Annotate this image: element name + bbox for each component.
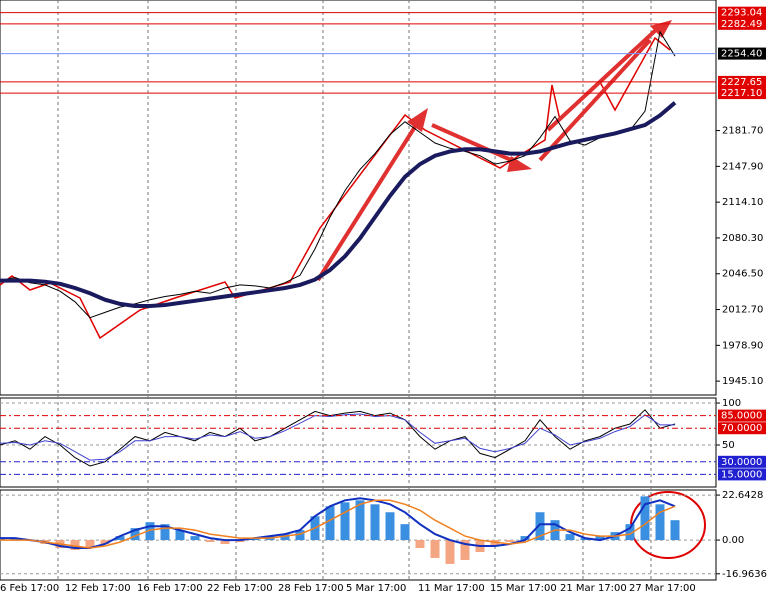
- series-line: [0, 499, 676, 549]
- histogram-bar: [400, 524, 410, 541]
- x-tick-label: 27 Mar 17:00: [629, 583, 696, 594]
- histogram-bar: [295, 530, 305, 541]
- histogram-bar: [595, 536, 605, 541]
- x-tick-label: 28 Feb 17:00: [278, 583, 344, 594]
- histogram-bar: [535, 512, 545, 541]
- arrows: [316, 20, 672, 282]
- level-box: [718, 75, 766, 88]
- histogram-bar: [625, 524, 635, 541]
- histogram-bar: [565, 534, 575, 541]
- histogram-bar: [445, 540, 455, 564]
- histogram-bar: [145, 522, 155, 541]
- histogram-bar: [130, 528, 140, 541]
- histogram-bar: [370, 504, 380, 541]
- oscillator-panel: [0, 397, 717, 488]
- zigzag: [0, 36, 671, 340]
- level-box: [718, 47, 766, 60]
- level-text: 15.0000: [721, 469, 762, 480]
- histogram-bar: [505, 540, 515, 543]
- histogram-bar: [385, 512, 395, 541]
- x-tick-label: 22 Feb 17:00: [207, 583, 273, 594]
- histogram-bar: [640, 496, 650, 541]
- histogram-bar: [340, 502, 350, 541]
- histogram-bar: [490, 540, 500, 547]
- x-tick-label: 12 Feb 17:00: [65, 583, 131, 594]
- series-line: [0, 30, 676, 319]
- level-box: [718, 87, 766, 100]
- y-tick-label: 0.00: [722, 535, 744, 546]
- histogram-bar: [655, 504, 665, 541]
- y-tick-label: 2046.50: [722, 269, 763, 280]
- level-label: 85.0000: [718, 409, 766, 422]
- histogram-bar: [415, 540, 425, 549]
- y-tick-label: 50: [722, 440, 735, 451]
- level-box: [718, 6, 766, 19]
- y-tick-label: 1978.90: [722, 340, 763, 351]
- histogram-bar: [430, 540, 440, 558]
- histogram-bar: [160, 524, 170, 541]
- level-label: 2282.49: [718, 17, 766, 30]
- histogram-bar: [355, 500, 365, 541]
- histogram-bar: [460, 540, 470, 560]
- histogram-bar: [85, 540, 95, 549]
- histogram-bar: [70, 540, 80, 550]
- histogram-bar: [520, 536, 530, 541]
- level-text: 30.0000: [721, 457, 762, 468]
- y-tick-label: 2012.70: [722, 305, 763, 316]
- level-text: 85.0000: [721, 411, 762, 422]
- level-text: 2293.04: [721, 8, 762, 19]
- level-text: 2217.10: [721, 88, 762, 99]
- level-label: 70.0000: [718, 422, 766, 435]
- y-tick-label: -16.9636: [722, 569, 767, 580]
- y-tick-label: 2147.90: [722, 161, 763, 172]
- macd-panel: [0, 489, 717, 581]
- histogram-bar: [205, 540, 215, 543]
- level-box: [718, 455, 766, 468]
- y-tick-label: 2114.10: [722, 197, 763, 208]
- level-text: 2227.65: [721, 77, 762, 88]
- histogram-bar: [190, 536, 200, 541]
- histogram-bar: [220, 540, 230, 545]
- level-label: 15.0000: [718, 468, 766, 481]
- x-tick-label: 11 Mar 17:00: [418, 583, 485, 594]
- level-box: [718, 409, 766, 422]
- y-tick-label: 2080.30: [722, 233, 763, 244]
- level-box: [718, 468, 766, 481]
- level-label: 2254.40: [718, 47, 766, 60]
- histogram-bar: [280, 534, 290, 541]
- histogram-bar: [325, 506, 335, 541]
- level-box: [718, 422, 766, 435]
- histogram-bar: [100, 540, 110, 545]
- y-tick-label: 2181.70: [722, 126, 763, 137]
- histogram-bar: [175, 530, 185, 541]
- series-line: [0, 413, 675, 461]
- level-label: 2217.10: [718, 87, 766, 100]
- price-panel: [0, 0, 717, 396]
- level-text: 70.0000: [721, 423, 762, 434]
- histogram-bar: [670, 520, 680, 541]
- series-line: [0, 409, 676, 467]
- x-tick-label: 16 Feb 17:00: [137, 583, 203, 594]
- x-tick-label: 5 Mar 17:00: [346, 583, 406, 594]
- level-label: 2293.04: [718, 6, 766, 19]
- y-tick-label: 100: [722, 398, 741, 409]
- y-tick-label: 1945.10: [722, 376, 763, 387]
- x-tick-label: 6 Feb 17:00: [0, 583, 59, 594]
- level-text: 2254.40: [721, 49, 762, 60]
- series-line: [0, 497, 676, 549]
- level-box: [718, 17, 766, 30]
- level-label: 30.0000: [718, 455, 766, 468]
- level-text: 2282.49: [721, 19, 762, 30]
- v-grid: [57, 0, 652, 580]
- x-tick-label: 21 Mar 17:00: [560, 583, 627, 594]
- histogram-bar: [115, 536, 125, 541]
- series-line: [0, 101, 677, 308]
- y-tick-label: 22.6428: [722, 490, 763, 501]
- x-tick-label: 15 Mar 17:00: [490, 583, 557, 594]
- level-label: 2227.65: [718, 75, 766, 88]
